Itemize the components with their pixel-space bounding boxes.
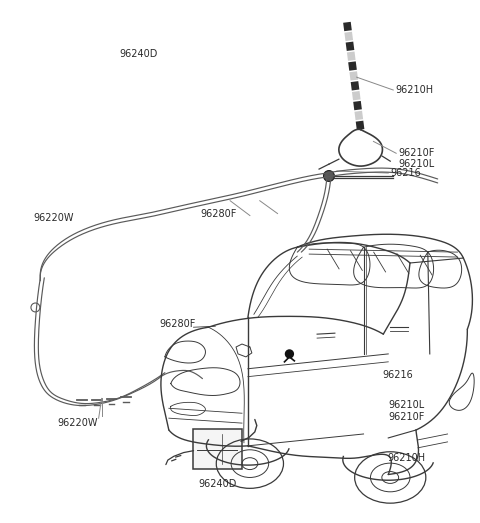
- FancyBboxPatch shape: [192, 429, 242, 469]
- Circle shape: [324, 170, 335, 181]
- Text: 96216: 96216: [390, 168, 421, 178]
- Text: 96220W: 96220W: [57, 418, 97, 428]
- Text: 96216: 96216: [383, 370, 413, 380]
- Text: 96210H: 96210H: [387, 453, 425, 463]
- Text: 96240D: 96240D: [198, 480, 237, 490]
- Text: 96210F: 96210F: [398, 148, 434, 158]
- Text: 96210L: 96210L: [398, 159, 434, 169]
- Text: 96210F: 96210F: [388, 412, 424, 422]
- Text: 96280F: 96280F: [200, 209, 237, 219]
- Text: 96240D: 96240D: [119, 49, 157, 59]
- Circle shape: [286, 350, 293, 358]
- Text: 96210L: 96210L: [388, 400, 424, 410]
- Text: 96210H: 96210H: [395, 85, 433, 95]
- Text: 96220W: 96220W: [34, 212, 74, 223]
- Text: 96280F: 96280F: [159, 319, 196, 328]
